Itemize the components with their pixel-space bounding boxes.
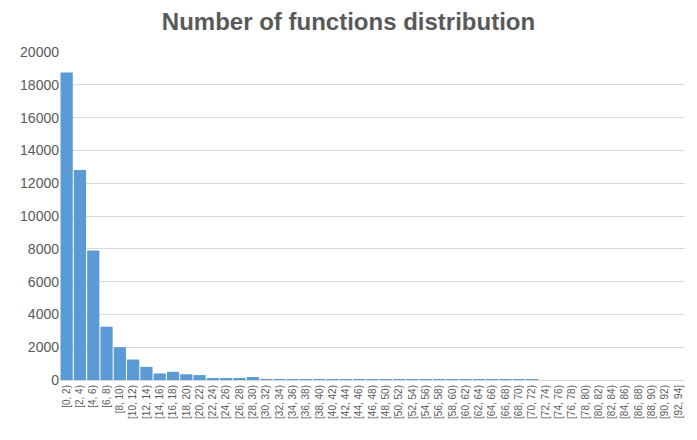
svg-text:Number of functions distributi: Number of functions distribution: [162, 8, 535, 35]
svg-text:[56, 58): [56, 58): [433, 385, 444, 419]
svg-text:[88, 90): [88, 90): [646, 385, 657, 419]
svg-text:[2, 4): [2, 4): [74, 385, 85, 408]
svg-text:[78, 80): [78, 80): [580, 385, 591, 419]
svg-text:[70, 72): [70, 72): [526, 385, 537, 419]
svg-text:[68, 70): [68, 70): [513, 385, 524, 419]
svg-text:[26, 28): [26, 28): [234, 385, 245, 419]
svg-text:[60, 62): [60, 62): [460, 385, 471, 419]
svg-text:10000: 10000: [20, 208, 59, 224]
svg-text:[6, 8): [6, 8): [101, 385, 112, 408]
svg-text:[44, 46): [44, 46): [353, 385, 364, 419]
svg-text:[48, 50): [48, 50): [380, 385, 391, 419]
svg-text:[16, 18): [16, 18): [167, 385, 178, 419]
svg-text:[20, 22): [20, 22): [194, 385, 205, 419]
svg-text:[52, 54): [52, 54): [407, 385, 418, 419]
svg-text:14000: 14000: [20, 142, 59, 158]
svg-text:[86, 88): [86, 88): [633, 385, 644, 419]
svg-text:[50, 52): [50, 52): [393, 385, 404, 419]
svg-text:[42, 44): [42, 44): [340, 385, 351, 419]
svg-text:[76, 78): [76, 78): [566, 385, 577, 419]
svg-text:[54, 56): [54, 56): [420, 385, 431, 419]
svg-text:[92, 94]: [92, 94]: [673, 385, 684, 419]
svg-text:[36, 38): [36, 38): [300, 385, 311, 419]
svg-text:[24, 26): [24, 26): [220, 385, 231, 419]
svg-text:[10, 12): [10, 12): [127, 385, 138, 419]
svg-text:[72, 74): [72, 74): [540, 385, 551, 419]
svg-text:20000: 20000: [20, 44, 59, 60]
svg-text:[8, 10): [8, 10): [114, 385, 125, 413]
svg-text:6000: 6000: [28, 274, 59, 290]
svg-text:[66, 68): [66, 68): [500, 385, 511, 419]
svg-text:[14, 16): [14, 16): [154, 385, 165, 419]
svg-text:[40, 42): [40, 42): [327, 385, 338, 419]
svg-text:0: 0: [51, 372, 59, 388]
svg-text:[64, 66): [64, 66): [486, 385, 497, 419]
svg-text:18000: 18000: [20, 77, 59, 93]
svg-text:[12, 14): [12, 14): [141, 385, 152, 419]
svg-text:8000: 8000: [28, 241, 59, 257]
svg-text:[62, 64): [62, 64): [473, 385, 484, 419]
svg-text:[84, 86): [84, 86): [619, 385, 630, 419]
svg-text:[46, 48): [46, 48): [367, 385, 378, 419]
svg-text:4000: 4000: [28, 306, 59, 322]
svg-text:[80, 82): [80, 82): [593, 385, 604, 419]
svg-text:[82, 84): [82, 84): [606, 385, 617, 419]
svg-text:[30, 32): [30, 32): [260, 385, 271, 419]
svg-text:[34, 36): [34, 36): [287, 385, 298, 419]
svg-text:[0, 2): [0, 2): [61, 385, 72, 408]
svg-text:[90, 92): [90, 92): [659, 385, 670, 419]
svg-text:[4, 6): [4, 6): [87, 385, 98, 408]
svg-text:[38, 40): [38, 40): [314, 385, 325, 419]
svg-text:2000: 2000: [28, 339, 59, 355]
svg-text:[32, 34): [32, 34): [274, 385, 285, 419]
svg-text:16000: 16000: [20, 110, 59, 126]
svg-text:[74, 76): [74, 76): [553, 385, 564, 419]
svg-text:12000: 12000: [20, 175, 59, 191]
svg-text:[18, 20): [18, 20): [181, 385, 192, 419]
svg-text:[22, 24): [22, 24): [207, 385, 218, 419]
svg-text:[28, 30): [28, 30): [247, 385, 258, 419]
svg-text:[58, 60): [58, 60): [447, 385, 458, 419]
